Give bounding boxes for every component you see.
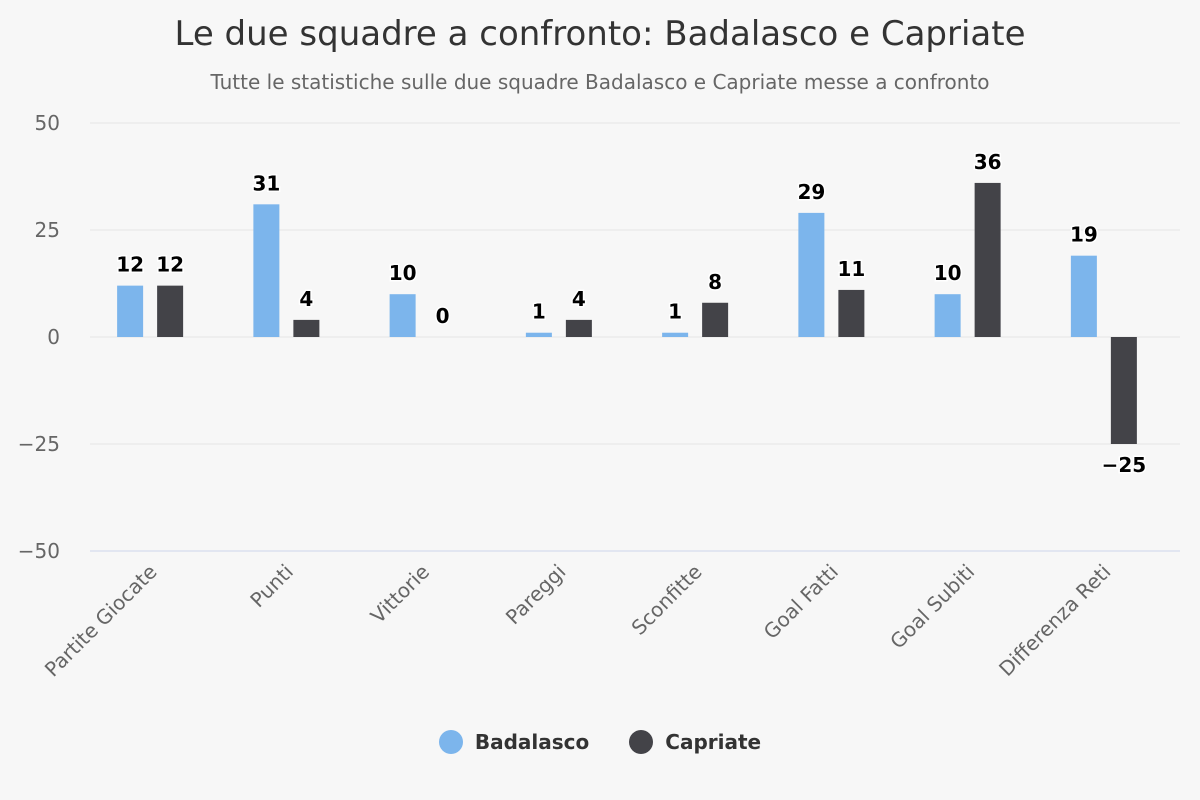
data-label: 4 xyxy=(572,287,586,311)
y-tick-label: 25 xyxy=(35,218,60,242)
x-tick-label: Vittorie xyxy=(366,560,434,628)
data-label: 10 xyxy=(934,261,962,285)
legend-label-capriate: Capriate xyxy=(665,730,762,754)
data-label: 10 xyxy=(389,261,417,285)
bar-badalasco xyxy=(253,204,280,337)
data-label: 19 xyxy=(1070,223,1098,247)
bar-badalasco xyxy=(1070,255,1097,337)
legend-item-capriate[interactable]: Capriate xyxy=(629,730,761,754)
y-tick-label: 50 xyxy=(35,111,60,135)
data-label: 12 xyxy=(116,253,144,277)
bar-badalasco xyxy=(662,332,689,337)
data-label: 8 xyxy=(708,270,722,294)
chart-title: Le due squadre a confronto: Badalasco e … xyxy=(174,14,1026,54)
data-label: 0 xyxy=(436,304,450,328)
bar-badalasco xyxy=(389,294,416,337)
bar-capriate xyxy=(293,319,320,337)
x-tick-label: Differenza Reti xyxy=(994,560,1115,681)
bar-badalasco xyxy=(798,212,825,337)
x-tick-label: Goal Subiti xyxy=(885,560,979,654)
bar-badalasco xyxy=(525,332,552,337)
data-label: −25 xyxy=(1102,453,1147,477)
x-tick-label: Pareggi xyxy=(501,560,571,630)
y-tick-label: 0 xyxy=(47,325,60,349)
x-tick-label: Goal Fatti xyxy=(759,560,843,644)
x-tick-label: Punti xyxy=(245,560,298,613)
bar-capriate xyxy=(1110,337,1137,444)
y-tick-label: −50 xyxy=(18,539,60,563)
legend: Badalasco Capriate xyxy=(0,730,1200,754)
data-label: 1 xyxy=(532,300,546,324)
legend-swatch-capriate xyxy=(629,730,654,754)
bar-capriate xyxy=(157,285,184,337)
data-label: 1 xyxy=(668,300,682,324)
y-tick-label: −25 xyxy=(18,432,60,456)
bar-capriate xyxy=(974,182,1001,337)
bar-capriate xyxy=(838,289,865,337)
data-label: 29 xyxy=(797,180,825,204)
bar-badalasco xyxy=(934,294,961,337)
legend-label-badalasco: Badalasco xyxy=(474,730,590,754)
data-label: 4 xyxy=(299,287,313,311)
data-label: 31 xyxy=(252,171,280,195)
x-tick-label: Partite Giocate xyxy=(40,560,162,682)
legend-item-badalasco[interactable]: Badalasco xyxy=(438,730,590,754)
data-label: 36 xyxy=(974,150,1002,174)
bar-badalasco xyxy=(117,285,144,337)
data-label: 11 xyxy=(837,257,865,281)
legend-swatch-badalasco xyxy=(438,730,463,754)
data-label: 12 xyxy=(156,253,184,277)
bar-capriate xyxy=(565,319,592,337)
x-tick-label: Sconfitte xyxy=(627,560,707,640)
bar-capriate xyxy=(702,302,729,337)
chart-subtitle: Tutte le statistiche sulle due squadre B… xyxy=(210,70,990,94)
